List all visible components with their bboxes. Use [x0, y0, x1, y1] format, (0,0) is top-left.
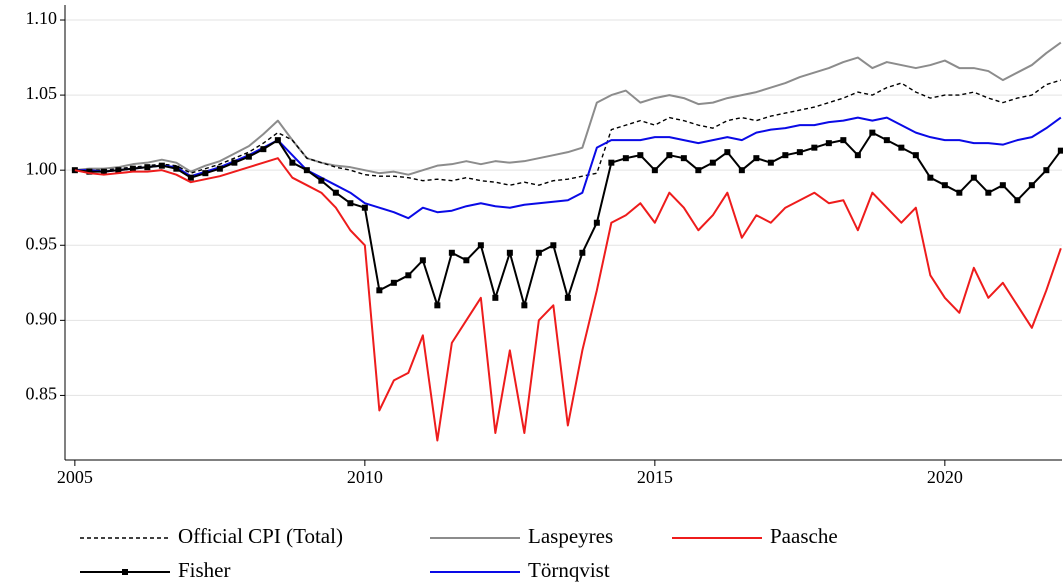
- series-marker: [651, 167, 658, 174]
- series-marker: [535, 249, 542, 256]
- x-tick-label: 2015: [637, 467, 673, 487]
- series-marker: [956, 189, 963, 196]
- series-marker: [999, 182, 1006, 189]
- series-line: [74, 116, 1062, 220]
- series-marker: [1043, 167, 1050, 174]
- series-marker: [738, 167, 745, 174]
- series-marker: [405, 272, 412, 279]
- series-marker: [622, 155, 629, 162]
- series-marker: [898, 144, 905, 151]
- y-tick-label: 1.05: [26, 83, 58, 103]
- series-marker: [796, 149, 803, 156]
- legend-label: Paasche: [770, 524, 838, 548]
- series-marker: [202, 170, 209, 177]
- series-marker: [695, 167, 702, 174]
- series-marker: [260, 146, 267, 153]
- series-marker: [216, 165, 223, 172]
- legend-marker: [122, 569, 128, 575]
- series-marker: [854, 152, 861, 159]
- series-marker: [390, 279, 397, 286]
- series-marker: [564, 294, 571, 301]
- series-marker: [477, 242, 484, 249]
- series-marker: [825, 140, 832, 147]
- series-marker: [492, 294, 499, 301]
- series-marker: [187, 174, 194, 181]
- series-marker: [274, 137, 281, 144]
- y-tick-label: 0.95: [26, 233, 58, 253]
- series-marker: [173, 165, 180, 172]
- legend-label: Laspeyres: [528, 524, 613, 548]
- series-marker: [158, 162, 165, 169]
- series-marker: [506, 249, 513, 256]
- series-marker: [115, 167, 122, 174]
- series-marker: [303, 167, 310, 174]
- series-marker: [941, 182, 948, 189]
- series-marker: [840, 137, 847, 144]
- legend-label: Fisher: [178, 558, 231, 582]
- series-marker: [318, 177, 325, 184]
- y-tick-label: 0.85: [26, 384, 58, 404]
- series-marker: [1057, 147, 1063, 154]
- series-marker: [419, 257, 426, 264]
- series-line: [74, 79, 1062, 186]
- y-tick-label: 1.10: [26, 8, 58, 28]
- y-tick-label: 1.00: [26, 158, 58, 178]
- series-marker: [361, 204, 368, 211]
- series-marker: [231, 159, 238, 166]
- series-marker: [985, 189, 992, 196]
- legend-label: Törnqvist: [528, 558, 610, 582]
- series-marker: [912, 152, 919, 159]
- series-marker: [289, 159, 296, 166]
- series-marker: [869, 129, 876, 136]
- series-marker: [86, 168, 93, 175]
- series-marker: [593, 219, 600, 226]
- series-marker: [1014, 197, 1021, 204]
- series-marker: [927, 174, 934, 181]
- series-marker: [724, 149, 731, 156]
- series-line: [74, 157, 1062, 442]
- series-marker: [579, 249, 586, 256]
- series-marker: [245, 153, 252, 160]
- series-marker: [144, 164, 151, 171]
- series-marker: [680, 155, 687, 162]
- series-marker: [332, 189, 339, 196]
- series-marker: [637, 152, 644, 159]
- series-marker: [376, 287, 383, 294]
- series-marker: [883, 137, 890, 144]
- series-marker: [666, 152, 673, 159]
- legend-label: Official CPI (Total): [178, 524, 343, 548]
- series-marker: [1028, 182, 1035, 189]
- series-marker: [434, 302, 441, 309]
- series-marker: [521, 302, 528, 309]
- series-marker: [709, 159, 716, 166]
- series-marker: [448, 249, 455, 256]
- series-marker: [347, 200, 354, 207]
- series-marker: [129, 165, 136, 172]
- series-marker: [753, 155, 760, 162]
- series-marker: [767, 159, 774, 166]
- x-tick-label: 2005: [57, 467, 93, 487]
- series-marker: [811, 144, 818, 151]
- x-tick-label: 2020: [927, 467, 963, 487]
- series-marker: [463, 257, 470, 264]
- series-marker: [608, 159, 615, 166]
- series-marker: [970, 174, 977, 181]
- series-marker: [782, 152, 789, 159]
- series-marker: [100, 168, 107, 175]
- y-tick-label: 0.90: [26, 308, 58, 328]
- series-marker: [550, 242, 557, 249]
- series-line: [74, 41, 1062, 176]
- x-tick-label: 2010: [347, 467, 383, 487]
